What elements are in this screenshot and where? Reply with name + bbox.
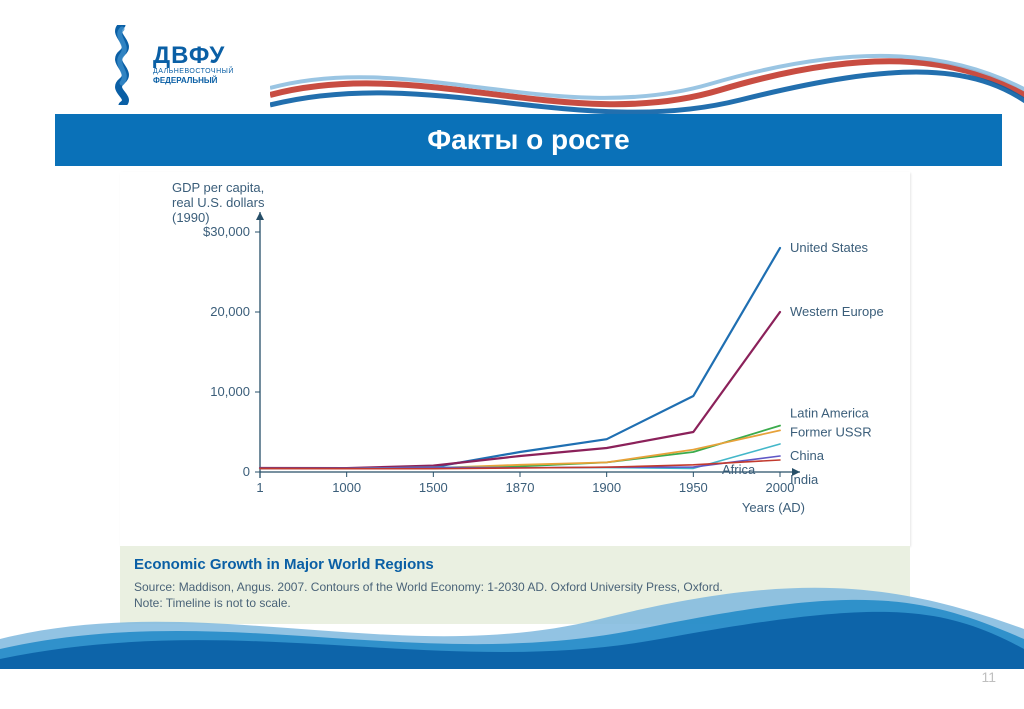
caption-title: Economic Growth in Major World Regions — [134, 556, 896, 573]
slide-title: Факты о росте — [427, 124, 629, 156]
footer-waves — [0, 579, 1024, 669]
gdp-chart: 1100015001870190019502000010,00020,000$3… — [120, 172, 910, 546]
svg-text:20,000: 20,000 — [210, 304, 250, 319]
series-label-china: China — [790, 448, 825, 463]
svg-text:1870: 1870 — [506, 480, 535, 495]
logo-mark-icon — [100, 25, 145, 105]
svg-text:1900: 1900 — [592, 480, 621, 495]
svg-text:1500: 1500 — [419, 480, 448, 495]
series-label-latin-america: Latin America — [790, 406, 870, 421]
svg-text:10,000: 10,000 — [210, 384, 250, 399]
svg-text:$30,000: $30,000 — [203, 224, 250, 239]
svg-text:0: 0 — [243, 464, 250, 479]
title-bar: Факты о росте — [55, 114, 1002, 166]
svg-text:1950: 1950 — [679, 480, 708, 495]
series-label-former-ussr: Former USSR — [790, 424, 872, 439]
svg-text:(1990): (1990) — [172, 210, 210, 225]
page-number: 11 — [981, 669, 996, 685]
svg-text:real U.S. dollars: real U.S. dollars — [172, 195, 265, 210]
series-label-western-europe: Western Europe — [790, 304, 884, 319]
series-label-africa: Africa — [722, 462, 756, 477]
series-label-united-states: United States — [790, 240, 869, 255]
logo-main: ДВФУ — [153, 44, 234, 68]
svg-text:1000: 1000 — [332, 480, 361, 495]
header-waves — [270, 50, 1024, 120]
footer-waves-svg — [0, 579, 1024, 669]
series-label-india: India — [790, 472, 819, 487]
svg-text:GDP per capita,: GDP per capita, — [172, 180, 264, 195]
logo-sub2: ФЕДЕРАЛЬНЫЙ — [153, 76, 234, 86]
chart-area: 1100015001870190019502000010,00020,000$3… — [120, 172, 910, 546]
logo: ДВФУ ДАЛЬНЕВОСТОЧНЫЙ ФЕДЕРАЛЬНЫЙ — [100, 25, 234, 105]
logo-text: ДВФУ ДАЛЬНЕВОСТОЧНЫЙ ФЕДЕРАЛЬНЫЙ — [153, 44, 234, 86]
logo-sub1: ДАЛЬНЕВОСТОЧНЫЙ — [153, 68, 234, 76]
svg-text:Years (AD): Years (AD) — [742, 500, 805, 515]
svg-text:1: 1 — [256, 480, 263, 495]
slide: ДВФУ ДАЛЬНЕВОСТОЧНЫЙ ФЕДЕРАЛЬНЫЙ Факты о… — [0, 0, 1024, 709]
